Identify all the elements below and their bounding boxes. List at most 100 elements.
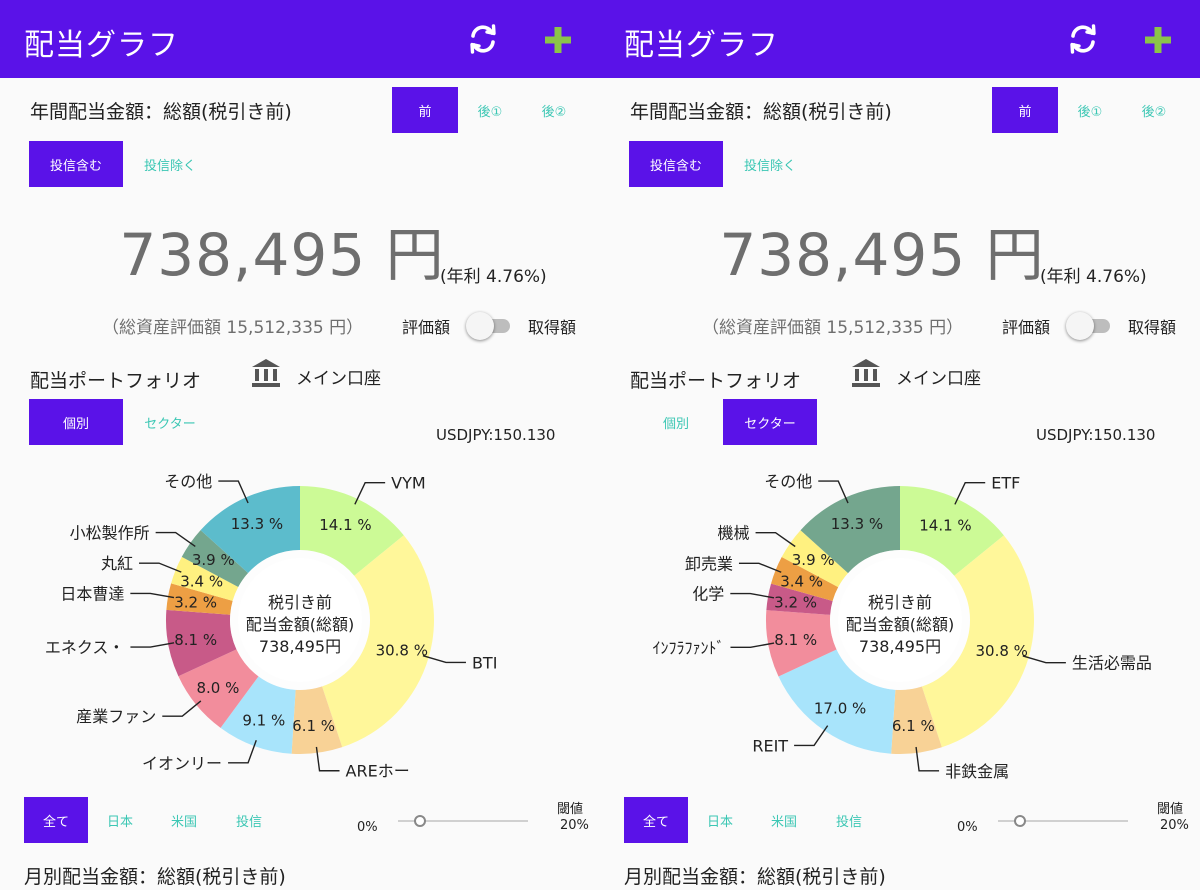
threshold-slider[interactable] <box>998 810 1132 832</box>
tab-pre-tax[interactable]: 前 <box>392 87 458 133</box>
slice-5[interactable] <box>165 609 237 677</box>
refresh-icon[interactable] <box>466 22 500 56</box>
slice-1[interactable] <box>322 535 435 748</box>
tab-region-japan[interactable]: 日本 <box>706 814 733 830</box>
threshold-title: 閾値 <box>557 802 584 817</box>
slice-7[interactable] <box>781 530 849 588</box>
slice-name-label: エネクス・ <box>45 638 125 657</box>
fx-rate: USDJPY:150.130 <box>1036 426 1156 444</box>
slice-percent-label: 3.2 % <box>774 594 817 612</box>
slice-9[interactable] <box>200 486 300 574</box>
bank-icon[interactable] <box>850 356 882 388</box>
tab-region-japan[interactable]: 日本 <box>106 814 133 830</box>
slider-thumb[interactable] <box>414 815 426 827</box>
leader-line <box>315 746 340 772</box>
slice-name-label: 丸紅 <box>101 554 133 573</box>
add-icon[interactable] <box>1140 22 1176 58</box>
donut-center-text: 738,495円 <box>859 637 941 656</box>
tab-include-funds[interactable]: 投信含む <box>29 141 123 187</box>
slice-percent-label: 3.9 % <box>192 551 235 569</box>
slice-4[interactable] <box>178 649 259 728</box>
slice-percent-label: 3.9 % <box>792 551 835 569</box>
tab-region-us[interactable]: 米国 <box>770 814 797 830</box>
leader-line <box>1022 655 1066 664</box>
tab-region-all[interactable]: 全て <box>624 797 688 843</box>
leader-line <box>794 725 829 747</box>
bank-icon[interactable] <box>250 356 282 388</box>
threshold-slider[interactable] <box>398 810 532 832</box>
tab-sector[interactable]: セクター <box>144 416 196 432</box>
account-selector[interactable]: メイン口座 <box>896 369 981 389</box>
leader-line <box>218 480 249 504</box>
tab-pre-tax[interactable]: 前 <box>992 87 1058 133</box>
donut-hole <box>238 558 362 682</box>
slice-2[interactable] <box>291 686 343 754</box>
slice-4[interactable] <box>766 610 837 677</box>
slice-8[interactable] <box>800 486 900 574</box>
app-title: 配当グラフ <box>24 28 179 63</box>
tab-region-funds[interactable]: 投信 <box>835 814 862 830</box>
slider-thumb[interactable] <box>1014 815 1026 827</box>
tab-individual[interactable]: 個別 <box>662 416 689 432</box>
tab-after-tax-1[interactable]: 後① <box>1077 104 1103 120</box>
slice-percent-label: 14.1 % <box>919 516 971 534</box>
slice-percent-label: 13.3 % <box>831 515 883 533</box>
leader-line <box>139 562 182 573</box>
leader-line <box>130 592 175 599</box>
tab-after-tax-1[interactable]: 後① <box>477 104 503 120</box>
slice-percent-label: 14.1 % <box>319 516 371 534</box>
slice-6[interactable] <box>166 583 233 615</box>
add-icon[interactable] <box>540 22 576 58</box>
total-assets-value: （総資産評価額 15,512,335 円） <box>102 318 364 338</box>
slice-5[interactable] <box>766 583 833 615</box>
annual-dividend-title: 年間配当金額：総額(税引き前) <box>30 101 292 123</box>
slice-0[interactable] <box>300 486 404 576</box>
account-selector[interactable]: メイン口座 <box>296 369 381 389</box>
tab-include-funds[interactable]: 投信含む <box>629 141 723 187</box>
leader-line <box>162 700 202 717</box>
tab-region-all[interactable]: 全て <box>24 797 88 843</box>
app-bar: 配当グラフ <box>0 0 600 78</box>
slice-8[interactable] <box>181 530 249 588</box>
slice-1[interactable] <box>921 535 1034 748</box>
slice-percent-label: 3.4 % <box>180 572 223 590</box>
slice-name-label: 機械 <box>718 524 750 543</box>
leader-line <box>422 655 466 664</box>
slice-3[interactable] <box>778 649 896 754</box>
leader-line <box>738 562 782 573</box>
tab-after-tax-2[interactable]: 後② <box>1141 104 1167 120</box>
annual-yield: (年利 4.76%) <box>1040 267 1147 287</box>
leader-line <box>954 481 986 505</box>
slice-name-label: その他 <box>764 472 812 491</box>
slice-0[interactable] <box>900 486 1004 576</box>
slice-percent-label: 17.0 % <box>814 699 866 717</box>
tab-individual[interactable]: 個別 <box>29 399 123 445</box>
slice-name-label: その他 <box>164 472 212 491</box>
portfolio-title: 配当ポートフォリオ <box>30 370 202 392</box>
slice-3[interactable] <box>220 676 296 754</box>
refresh-icon[interactable] <box>1066 22 1100 56</box>
tab-after-tax-2[interactable]: 後② <box>541 104 567 120</box>
leader-line <box>818 480 849 504</box>
tab-region-funds[interactable]: 投信 <box>235 814 262 830</box>
tab-region-us[interactable]: 米国 <box>170 814 197 830</box>
dividend-donut-chart: 14.1 % VYM 30.8 % BTI 6.1 % AREホー 9.1 % イオンリー 8.… <box>0 440 600 781</box>
slice-2[interactable] <box>891 686 942 754</box>
donut-center-text: 配当金額(総額) <box>846 615 955 634</box>
slice-7[interactable] <box>171 556 239 601</box>
slice-6[interactable] <box>771 557 839 601</box>
leader-line <box>915 746 940 772</box>
donut-center-text: 配当金額(総額) <box>246 615 355 634</box>
valuation-cost-toggle[interactable] <box>466 312 512 340</box>
slice-name-label: ETF <box>991 474 1020 493</box>
tab-exclude-funds[interactable]: 投信除く <box>743 158 796 174</box>
valuation-cost-toggle[interactable] <box>1066 312 1112 340</box>
leader-line <box>730 592 775 599</box>
slice-name-label: 小松製作所 <box>70 524 150 543</box>
donut-center-text: 税引き前 <box>268 593 332 612</box>
tab-exclude-funds[interactable]: 投信除く <box>143 158 196 174</box>
leader-line <box>155 531 196 547</box>
slice-name-label: イオンリー <box>142 754 222 773</box>
tab-sector[interactable]: セクター <box>723 399 817 445</box>
annual-yield: (年利 4.76%) <box>440 267 547 287</box>
